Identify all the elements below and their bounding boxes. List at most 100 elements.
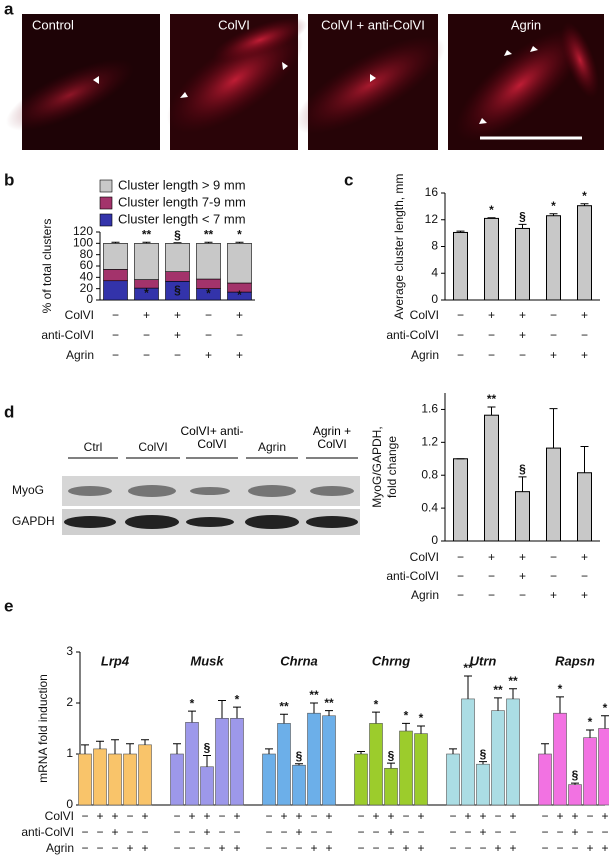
treatment-sign: − bbox=[357, 841, 364, 855]
y-tick-label: 0.4 bbox=[421, 500, 438, 514]
treatment-sign: − bbox=[601, 825, 608, 839]
treatment-sign: − bbox=[581, 328, 588, 342]
bar bbox=[484, 414, 499, 542]
treatment-sign: + bbox=[519, 569, 526, 583]
bar bbox=[476, 763, 490, 806]
error-bar bbox=[580, 203, 589, 206]
treatment-sign: − bbox=[265, 825, 272, 839]
treatment-sign: − bbox=[280, 825, 287, 839]
error-bar bbox=[204, 241, 213, 244]
treatment-label: anti-ColVI bbox=[21, 825, 74, 839]
error-bar bbox=[126, 743, 134, 754]
treatment-sign: + bbox=[488, 550, 495, 564]
treatment-sign: − bbox=[541, 809, 548, 823]
error-bar bbox=[203, 755, 211, 767]
treatment-sign: − bbox=[457, 348, 464, 362]
treatment-sign: + bbox=[203, 825, 210, 839]
treatment-sign: + bbox=[236, 348, 243, 362]
treatment-sign: − bbox=[550, 569, 557, 583]
treatment-sign: − bbox=[449, 825, 456, 839]
treatment-sign: − bbox=[541, 841, 548, 855]
bar-segment bbox=[196, 243, 221, 280]
treatment-sign: − bbox=[295, 841, 302, 855]
annotation: § bbox=[204, 741, 211, 755]
treatment-label: Agrin bbox=[411, 588, 439, 602]
treatment-sign: − bbox=[494, 825, 501, 839]
treatment-sign: + bbox=[387, 809, 394, 823]
treatment-sign: − bbox=[265, 809, 272, 823]
treatment-sign: − bbox=[174, 348, 181, 362]
treatment-sign: − bbox=[417, 825, 424, 839]
treatment-label: ColVI bbox=[410, 550, 439, 564]
y-tick-label: 0.8 bbox=[421, 467, 438, 481]
micrograph-panel bbox=[5, 14, 604, 150]
bar bbox=[123, 753, 137, 806]
treatment-sign: + bbox=[310, 841, 317, 855]
error-bar bbox=[111, 241, 120, 244]
lane-label-box: Agrin + ColVI bbox=[313, 425, 351, 451]
error-bar bbox=[218, 699, 226, 719]
lane-label-box: ColVI+ anti-ColVI bbox=[180, 425, 243, 451]
treatment-sign: − bbox=[203, 841, 210, 855]
treatment-sign: − bbox=[112, 308, 119, 322]
treatment-sign: + bbox=[494, 841, 501, 855]
bar-segment bbox=[165, 271, 190, 282]
bar-segment bbox=[103, 269, 128, 282]
micrograph-label: ColVI + anti-ColVI bbox=[321, 17, 425, 32]
treatment-sign: − bbox=[310, 825, 317, 839]
error-bar bbox=[417, 725, 425, 734]
treatment-sign: + bbox=[571, 809, 578, 823]
treatment-sign: − bbox=[402, 825, 409, 839]
treatment-sign: − bbox=[310, 809, 317, 823]
error-bar bbox=[96, 740, 104, 749]
annotation: ** bbox=[324, 696, 334, 710]
bar bbox=[453, 458, 468, 542]
treatment-sign: + bbox=[205, 348, 212, 362]
treatment-sign: − bbox=[479, 841, 486, 855]
treatment-sign: − bbox=[449, 809, 456, 823]
treatment-sign: − bbox=[457, 328, 464, 342]
y-tick-label: 0 bbox=[431, 533, 438, 547]
gene-title: Chrna bbox=[280, 653, 318, 668]
treatment-sign: − bbox=[550, 328, 557, 342]
treatment-sign: + bbox=[479, 809, 486, 823]
treatment-sign: + bbox=[586, 841, 593, 855]
treatment-sign: − bbox=[387, 841, 394, 855]
annotation: * bbox=[588, 715, 593, 729]
bar bbox=[108, 753, 122, 806]
treatment-sign: − bbox=[464, 825, 471, 839]
y-tick-label: 0 bbox=[66, 797, 73, 811]
annotation: * bbox=[489, 203, 494, 217]
gene-title: Rapsn bbox=[555, 653, 595, 668]
treatment-label: anti-ColVI bbox=[41, 328, 94, 342]
treatment-sign: + bbox=[571, 825, 578, 839]
bar bbox=[215, 717, 229, 806]
error-bar bbox=[280, 713, 288, 724]
treatment-sign: + bbox=[295, 825, 302, 839]
y-tick-label: 120 bbox=[73, 224, 93, 238]
treatment-sign: + bbox=[188, 809, 195, 823]
treatment-sign: + bbox=[143, 308, 150, 322]
treatment-sign: + bbox=[111, 809, 118, 823]
treatment-sign: − bbox=[556, 825, 563, 839]
treatment-sign: − bbox=[457, 588, 464, 602]
error-bar bbox=[518, 223, 527, 229]
treatment-sign: + bbox=[325, 841, 332, 855]
treatment-sign: − bbox=[81, 809, 88, 823]
annotation: ** bbox=[463, 661, 473, 675]
bar bbox=[515, 227, 530, 301]
treatment-sign: + bbox=[581, 550, 588, 564]
treatment-sign: − bbox=[218, 809, 225, 823]
bar bbox=[414, 733, 428, 806]
y-axis-label: Average cluster length, mm bbox=[392, 174, 406, 320]
error-bar bbox=[541, 743, 549, 754]
treatment-sign: − bbox=[173, 809, 180, 823]
treatment-sign: + bbox=[141, 841, 148, 855]
treatment-sign: − bbox=[357, 825, 364, 839]
treatment-sign: − bbox=[173, 825, 180, 839]
treatment-sign: + bbox=[96, 809, 103, 823]
treatment-sign: − bbox=[205, 328, 212, 342]
treatment-sign: + bbox=[479, 825, 486, 839]
bar bbox=[354, 753, 368, 806]
treatment-sign: − bbox=[112, 328, 119, 342]
